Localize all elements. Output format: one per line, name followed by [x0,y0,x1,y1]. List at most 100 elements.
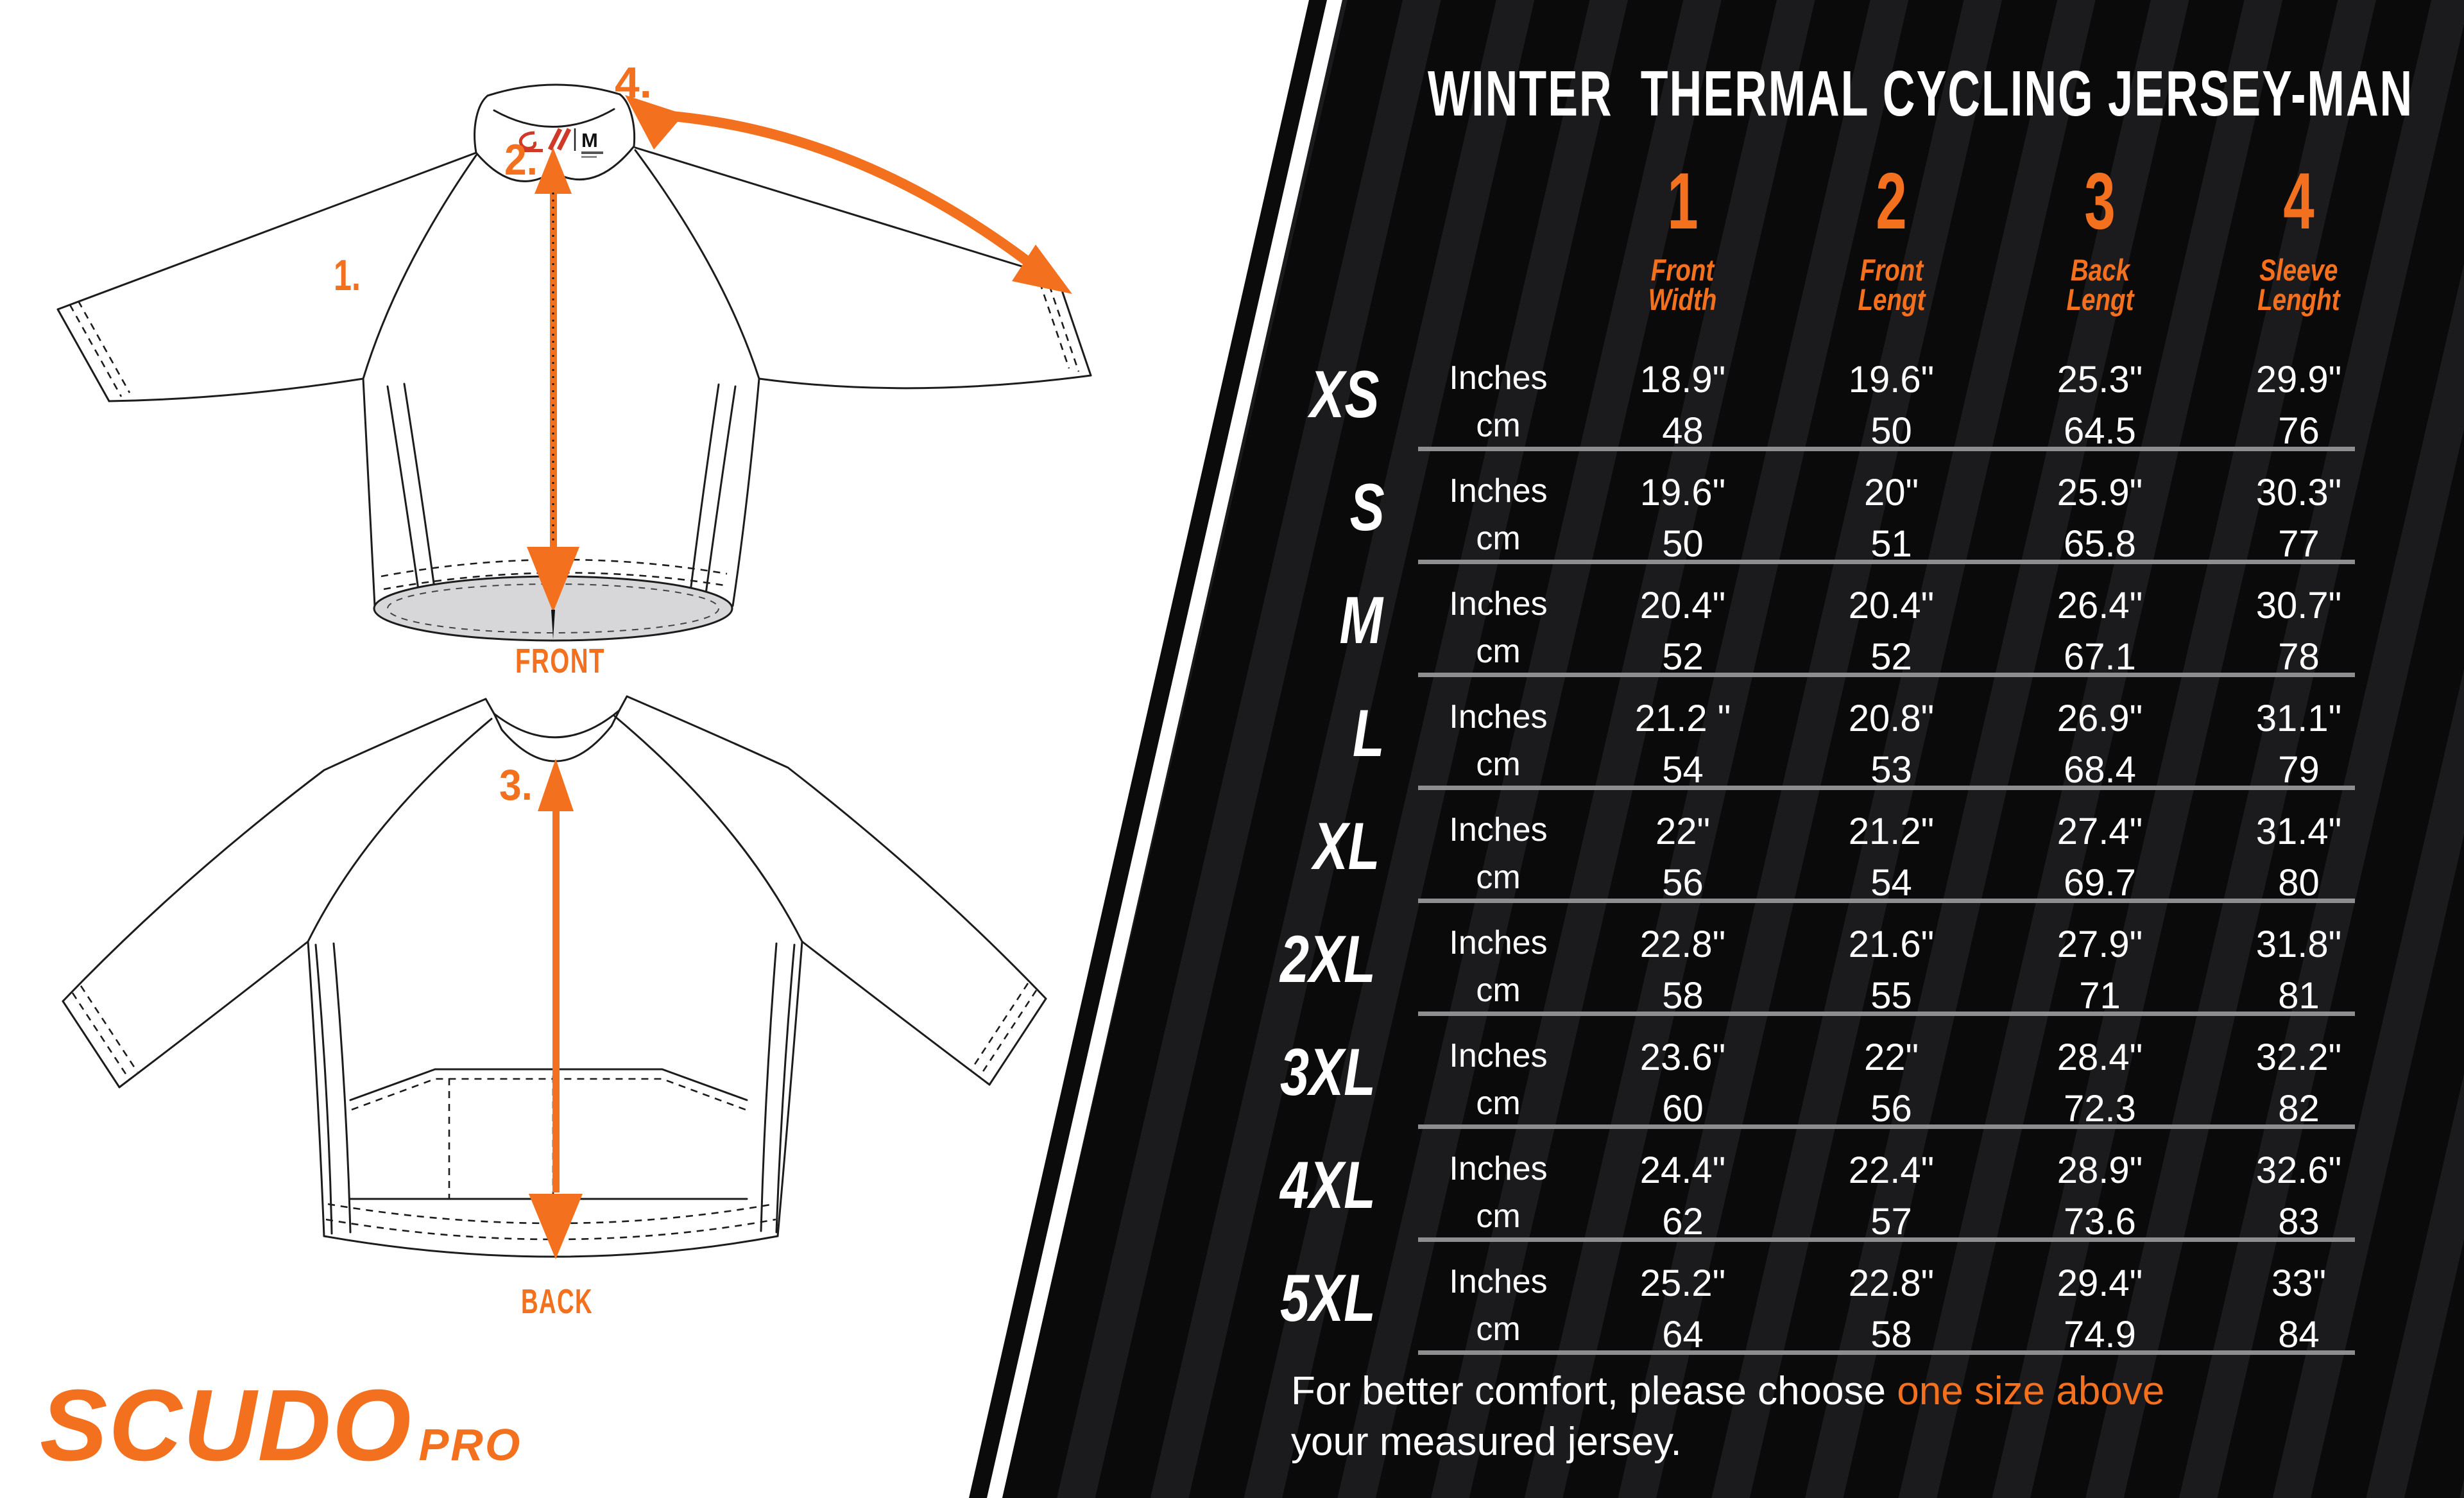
brand-logo: SCUDO PRO [40,1375,522,1476]
size-label: XL [1313,809,1380,884]
row-divider [1418,786,2355,790]
front-width-cell: 21.2 " 54 [1634,698,1731,791]
sleeve-length-cell: 32.2" 82 [2255,1037,2342,1130]
sleeve-length-cell: 29.9" 76 [2255,359,2342,452]
unit-cm-label: cm [1476,746,1521,783]
unit-column: Inches cm [1418,338,1579,451]
row-divider [1418,1237,2355,1242]
unit-inches-label: Inches [1449,924,1548,961]
front-width-cell: 25.2" 64 [1639,1262,1726,1356]
front-length-cell: 22.4" 57 [1848,1149,1935,1243]
sleeve-length-cell: 31.1" 79 [2255,698,2342,791]
back-length-cell: 29.4" 74.9 [2057,1262,2143,1356]
row-divider [1418,1350,2355,1355]
back-length-arrow [529,759,583,1259]
size-label: S [1349,470,1385,545]
unit-column: Inches cm [1418,1016,1579,1129]
row-divider [1418,560,2355,564]
size-row: 4XL Inches cm 24.4" 62 22.4" 57 28.9" 73.6 … [1258,1129,2393,1242]
row-divider [1418,673,2355,677]
size-label: 2XL [1280,922,1376,997]
size-row: S Inches cm 19.6" 50 20" 51 25.9" 65.8 30.3… [1258,451,2393,564]
tag-size-label: M [581,129,598,151]
unit-inches-label: Inches [1449,811,1548,848]
unit-cm-label: cm [1476,1311,1521,1348]
size-label: M [1339,583,1383,658]
row-divider [1418,1012,2355,1016]
front-length-cell: 20.4" 52 [1848,585,1935,678]
note-text-line2: your measured jersey. [1291,1420,1682,1465]
back-length-cell: 25.3" 64.5 [2057,359,2143,452]
front-length-cell: 20.8" 53 [1848,698,1935,791]
unit-cm-label: cm [1476,859,1521,896]
note-text: For better comfort, please choose [1291,1369,1897,1413]
sleeve-length-cell: 30.7" 78 [2255,585,2342,678]
marker-sleeve-length: 4. [615,58,652,107]
tag-logo-icon [518,131,537,150]
brand-suffix: PRO [418,1420,522,1470]
front-length-cell: 22" 56 [1863,1037,1919,1130]
sleeve-length-cell: 30.3" 77 [2255,472,2342,565]
back-view-label: BACK [521,1282,593,1321]
back-length-cell: 27.4" 69.7 [2057,811,2143,904]
back-length-cell: 26.4" 67.1 [2057,585,2143,678]
unit-inches-label: Inches [1449,359,1548,397]
marker-back-length: 3. [499,761,533,809]
front-width-cell: 19.6" 50 [1639,472,1726,565]
size-row: XL Inches cm 22" 56 21.2" 54 27.4" 69.7 31.… [1258,790,2393,903]
unit-inches-label: Inches [1449,698,1548,736]
row-divider [1418,899,2355,903]
column-headers: 1 Front Width 2 Front Lengt 3 Back Lengt… [1258,162,2393,341]
unit-cm-label: cm [1476,633,1521,670]
unit-cm-label: cm [1476,520,1521,557]
back-length-cell: 25.9" 65.8 [2057,472,2143,565]
size-label: 4XL [1280,1148,1376,1223]
size-label: L [1353,696,1385,771]
size-table: XS Inches cm 18.9" 48 19.6" 50 25.3" 64.5 2… [1258,338,2393,1355]
column-header-front-length: 2 Front Lengt [1858,157,1925,317]
sleeve-length-cell: 31.4" 80 [2255,811,2342,904]
brand-name: SCUDO [40,1369,413,1482]
unit-inches-label: Inches [1449,472,1548,510]
back-length-cell: 28.9" 73.6 [2057,1149,2143,1243]
column-header-back-length: 3 Back Lengt [2066,157,2134,317]
front-width-cell: 22.8" 58 [1639,924,1726,1017]
unit-inches-label: Inches [1449,1263,1548,1300]
row-divider [1418,1124,2355,1129]
back-length-cell: 26.9" 68.4 [2057,698,2143,791]
column-header-front-width: 1 Front Width [1648,157,1717,317]
front-length-cell: 22.8" 58 [1848,1262,1935,1356]
front-length-cell: 19.6" 50 [1848,359,1935,452]
front-view-label: FRONT [515,642,605,680]
unit-column: Inches cm [1418,1242,1579,1355]
front-width-cell: 18.9" 48 [1639,359,1726,452]
unit-column: Inches cm [1418,1129,1579,1242]
sleeve-length-arrow [625,95,1072,294]
unit-inches-label: Inches [1449,585,1548,623]
unit-cm-label: cm [1476,972,1521,1009]
front-width-cell: 22" 56 [1655,811,1711,904]
size-label: 3XL [1280,1035,1376,1110]
unit-column: Inches cm [1418,677,1579,790]
size-row: 5XL Inches cm 25.2" 64 22.8" 58 29.4" 74.9 … [1258,1242,2393,1355]
size-row: 3XL Inches cm 23.6" 60 22" 56 28.4" 72.3 32… [1258,1016,2393,1129]
sleeve-length-cell: 33" 84 [2271,1262,2327,1356]
note-highlight: one size above [1897,1369,2165,1413]
marker-front-length: 2. [504,135,538,184]
marker-front-width: 1. [334,251,361,300]
unit-cm-label: cm [1476,1085,1521,1122]
front-length-cell: 20" 51 [1863,472,1919,565]
unit-inches-label: Inches [1449,1150,1548,1187]
back-length-cell: 27.9" 71 [2057,924,2143,1017]
front-width-cell: 23.6" 60 [1639,1037,1726,1130]
unit-column: Inches cm [1418,451,1579,564]
column-header-sleeve-length: 4 Sleeve Lenght [2257,157,2340,317]
comfort-note: For better comfort, please choose one si… [1291,1366,2164,1468]
unit-cm-label: cm [1476,1198,1521,1235]
row-divider [1418,447,2355,451]
front-length-cell: 21.6" 55 [1848,924,1935,1017]
size-label: 5XL [1280,1261,1376,1336]
jersey-back-diagram: 3. BACK [62,695,1047,1321]
sleeve-length-cell: 32.6" 83 [2255,1149,2342,1243]
